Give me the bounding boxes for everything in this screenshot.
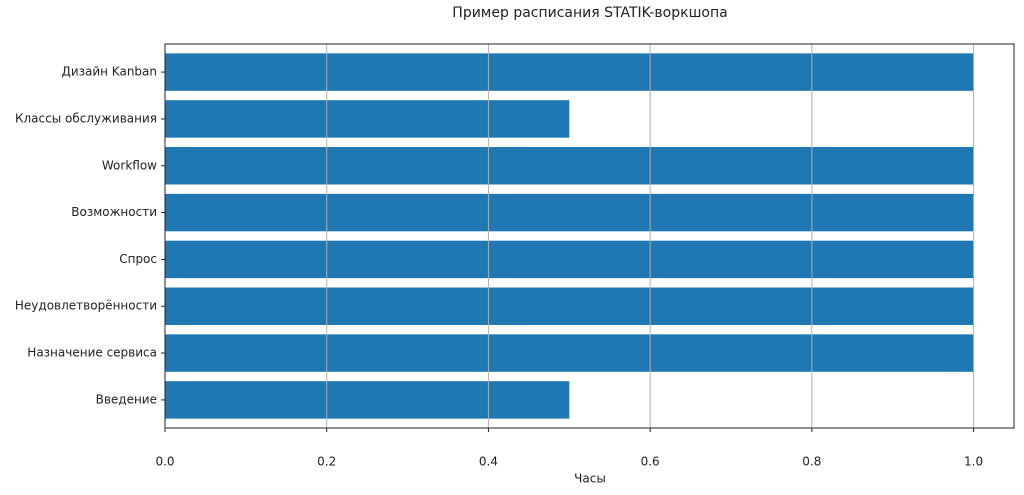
bar — [165, 334, 974, 372]
x-tick-label: 0.6 — [641, 455, 660, 469]
chart-title: Пример расписания STATIK-воркшопа — [452, 5, 727, 21]
bar — [165, 193, 974, 232]
y-tick-label: Классы обслуживания — [15, 111, 157, 125]
bar — [165, 287, 974, 325]
y-tick-label: Возможности — [71, 205, 157, 219]
bar — [165, 240, 974, 279]
x-tick-label: 0.4 — [479, 455, 498, 469]
bar — [165, 381, 570, 419]
y-tick-label: Неудовлетворённости — [15, 299, 157, 313]
x-tick-label: 0.0 — [155, 455, 174, 469]
y-tick-label: Дизайн Kanban — [61, 65, 157, 79]
x-tick-label: 0.2 — [317, 455, 336, 469]
x-axis-label: Часы — [574, 472, 606, 486]
bar — [165, 147, 974, 185]
y-tick-label: Введение — [96, 392, 157, 406]
y-tick-label: Спрос — [119, 252, 157, 266]
plot-frame — [164, 43, 1015, 429]
x-tick-label: 0.8 — [802, 455, 821, 469]
bar — [165, 53, 974, 91]
x-tick-label: 1.0 — [964, 455, 983, 469]
y-tick-label: Workflow — [102, 158, 157, 172]
bar — [165, 100, 570, 138]
y-tick-label: Назначение сервиса — [27, 346, 157, 360]
